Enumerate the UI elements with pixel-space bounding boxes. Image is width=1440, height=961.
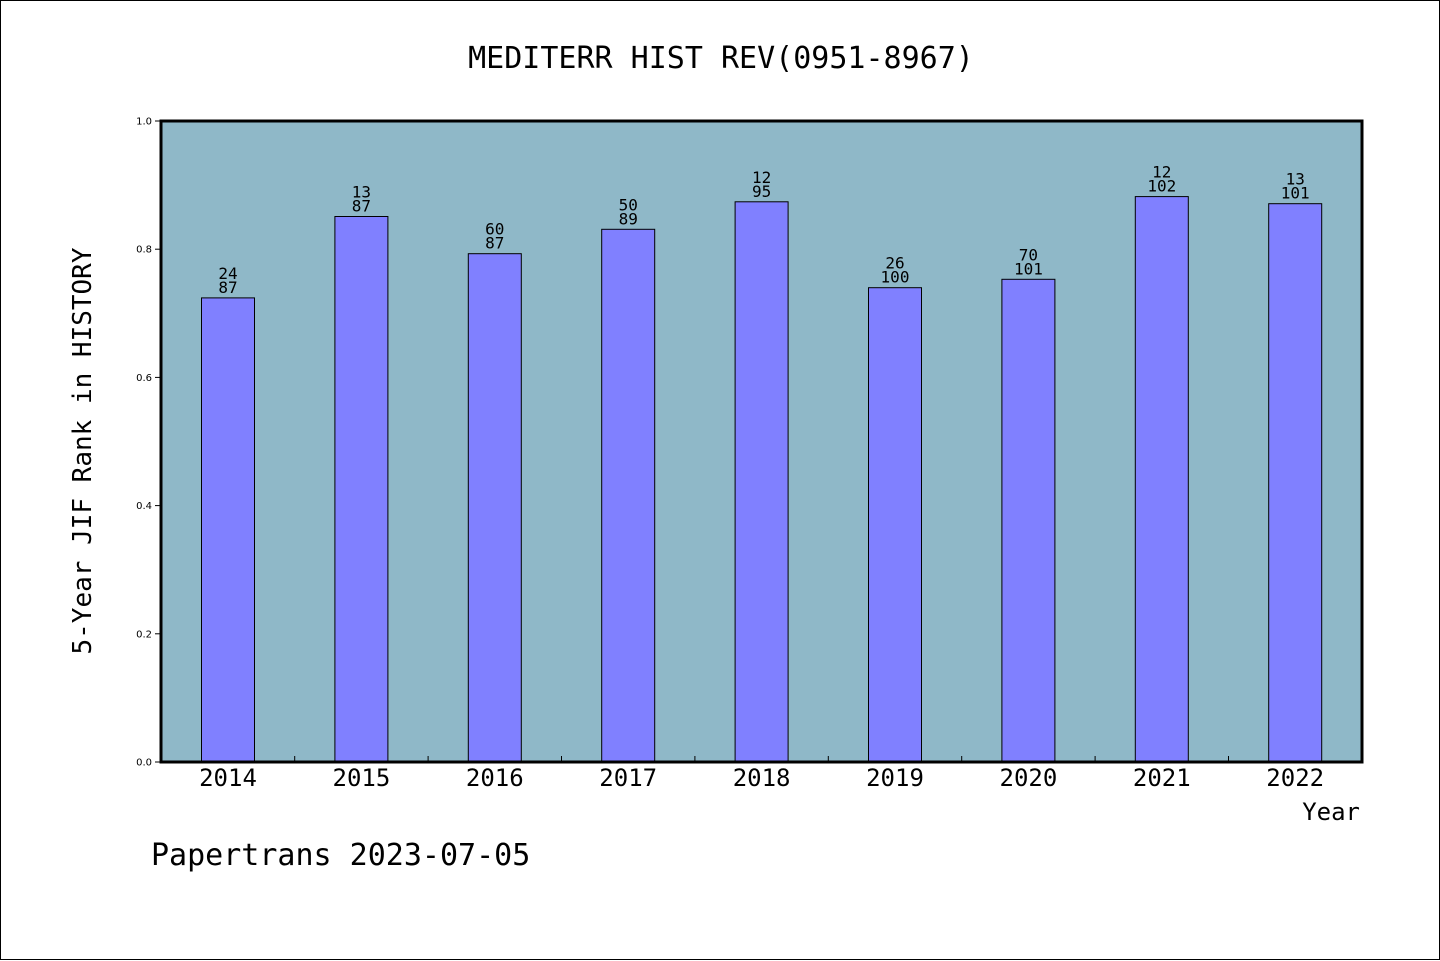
bar-2021 — [1134, 196, 1189, 763]
bar-total-label: 89 — [619, 209, 638, 228]
y-tick-label: 0.2 — [136, 629, 152, 640]
bar-2019 — [868, 287, 922, 763]
x-tick-label: 2021 — [1133, 764, 1191, 792]
bar-2018 — [734, 201, 789, 763]
y-axis: 0.0 0.2 0.4 0.6 0.8 1.0 — [136, 117, 161, 769]
bar-2014 — [201, 297, 255, 763]
bar-2015 — [334, 216, 389, 763]
x-tick-label: 2014 — [199, 764, 257, 792]
x-tick-label: 2016 — [466, 764, 524, 792]
bar-rank-label: 24 — [218, 264, 237, 283]
bar-2017 — [601, 228, 656, 763]
bar-total-label: 87 — [218, 278, 237, 297]
y-tick-label: 0.6 — [136, 373, 152, 384]
x-tick-label: 2018 — [733, 764, 791, 792]
y-tick-label: 1.0 — [136, 117, 152, 128]
bar-total-label: 100 — [881, 268, 910, 287]
bar-rank-label: 13 — [352, 183, 371, 202]
footer-credit: Papertrans 2023-07-05 — [151, 838, 530, 873]
bar-rank-label: 26 — [885, 254, 904, 273]
bar-total-label: 102 — [1147, 177, 1176, 196]
bar-total-label: 101 — [1281, 184, 1310, 203]
y-tick-label: 0.0 — [136, 758, 152, 769]
x-tick-label: 2019 — [866, 764, 924, 792]
plot-border — [159, 119, 1364, 764]
bar-2016 — [467, 253, 522, 763]
x-tick-label: 2020 — [1000, 764, 1058, 792]
y-tick-label: 0.4 — [136, 501, 152, 512]
bar-rank-label: 60 — [485, 220, 504, 239]
x-tick-label: 2015 — [333, 764, 391, 792]
bar-rank-label: 50 — [619, 195, 638, 214]
bar-rank-label: 12 — [1152, 163, 1171, 182]
bar-rank-label: 12 — [752, 168, 771, 187]
y-tick-label: 0.8 — [136, 245, 152, 256]
bar-total-label: 95 — [752, 182, 771, 201]
bar-rank-label: 70 — [1019, 245, 1038, 264]
bar-total-label: 101 — [1014, 259, 1043, 278]
bars-layer — [201, 196, 1323, 763]
bar-2022 — [1268, 203, 1323, 763]
chart-title: MEDITERR HIST REV(0951-8967) — [468, 41, 974, 76]
x-tick-label: 2022 — [1266, 764, 1324, 792]
x-tick-label: 2017 — [599, 764, 657, 792]
bar-2020 — [1001, 278, 1056, 763]
x-axis: 2014 2015 2016 2017 2018 2019 2020 2021 2022 — [199, 756, 1324, 792]
x-axis-label: Year — [1302, 798, 1360, 826]
y-axis-label: 5-Year JIF Rank in HISTORY — [68, 247, 98, 654]
bar-total-label: 87 — [485, 234, 504, 253]
bar-total-label: 87 — [352, 197, 371, 216]
bar-rank-label: 13 — [1286, 170, 1305, 189]
